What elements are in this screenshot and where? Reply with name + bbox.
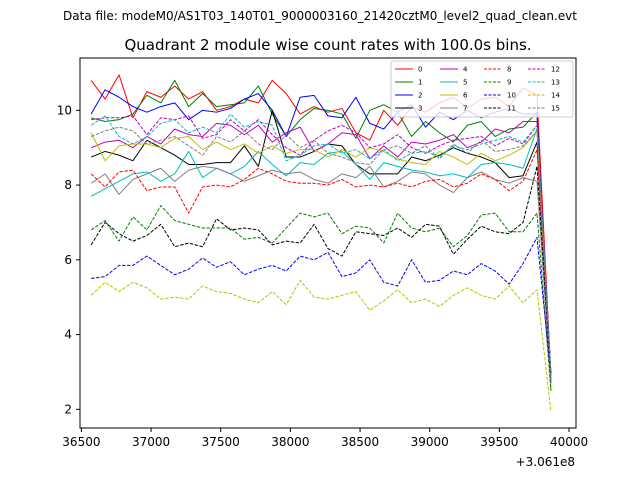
series-line-15	[90, 126, 552, 382]
plot-frame	[79, 57, 577, 429]
legend-item-7: 7	[440, 105, 467, 113]
series-line-9	[90, 205, 552, 391]
x-tick-label: 36500	[62, 435, 100, 449]
legend-item-2: 2	[395, 92, 422, 100]
legend-label: 14	[551, 92, 560, 100]
legend-label: 0	[418, 66, 422, 74]
legend-label: 11	[507, 105, 516, 113]
y-tick-label: 2	[64, 402, 72, 416]
legend-label: 6	[463, 92, 468, 100]
y-tick-label: 10	[57, 103, 72, 117]
legend-label: 3	[418, 105, 422, 113]
legend-label: 1	[418, 79, 422, 87]
y-tick-label: 6	[64, 253, 72, 267]
x-tick-label: 38500	[341, 435, 379, 449]
legend-label: 9	[507, 79, 511, 87]
x-tick-label: 37500	[202, 435, 240, 449]
y-tick-label: 4	[64, 328, 72, 342]
series-line-5	[90, 128, 552, 376]
legend-label: 8	[507, 66, 511, 74]
x-tick-label: 39500	[480, 435, 518, 449]
series-line-7	[90, 165, 552, 384]
legend-label: 7	[463, 105, 467, 113]
series-line-11	[90, 165, 552, 378]
series-line-8	[90, 149, 552, 376]
legend-item-1: 1	[395, 79, 422, 87]
legend-label: 10	[507, 92, 516, 100]
legend-item-4: 4	[440, 66, 468, 74]
legend-item-13: 13	[528, 79, 560, 87]
legend-item-5: 5	[440, 79, 467, 87]
legend-item-11: 11	[484, 105, 516, 113]
legend-item-14: 14	[528, 92, 560, 100]
legend-item-10: 10	[484, 92, 516, 100]
series-layer	[90, 74, 552, 412]
series-line-6	[90, 130, 552, 391]
x-tick-label: 38000	[271, 435, 309, 449]
x-axis: 36500 37000 37500 38000 38500 39000 39500 40000	[62, 428, 588, 449]
series-line-4	[90, 121, 552, 374]
suptitle: Data file: modeM0/AS1T03_140T01_90000031…	[63, 9, 577, 23]
legend-label: 15	[551, 105, 560, 113]
x-tick-label: 40000	[550, 435, 588, 449]
chart-title: Quadrant 2 module wise count rates with …	[124, 36, 531, 54]
legend-label: 12	[551, 66, 560, 74]
x-tick-label: 37000	[132, 435, 170, 449]
y-axis: 2 4 6 8 10	[57, 103, 80, 416]
legend-label: 5	[463, 79, 467, 87]
plot-area: 36500 37000 37500 38000 38500 39000 39500 40000…	[57, 57, 588, 449]
series-line-3	[90, 109, 552, 374]
legend-item-9: 9	[484, 79, 511, 87]
y-tick-label: 8	[64, 178, 72, 192]
legend-item-12: 12	[528, 66, 560, 74]
legend-label: 2	[418, 92, 422, 100]
legend-item-3: 3	[395, 105, 422, 113]
legend-item-0: 0	[395, 66, 422, 74]
legend-frame	[390, 60, 574, 118]
legend-item-6: 6	[440, 92, 468, 100]
x-tick-label: 39000	[411, 435, 449, 449]
series-line-14	[90, 279, 552, 412]
series-line-12	[91, 115, 552, 376]
series-line-1	[91, 79, 552, 391]
legend-label: 13	[551, 79, 560, 87]
legend-label: 4	[463, 66, 468, 74]
x-offset-label: +3.061e8	[516, 455, 575, 469]
legend-item-8: 8	[484, 66, 511, 74]
series-line-10	[91, 236, 552, 376]
legend-item-15: 15	[528, 105, 560, 113]
